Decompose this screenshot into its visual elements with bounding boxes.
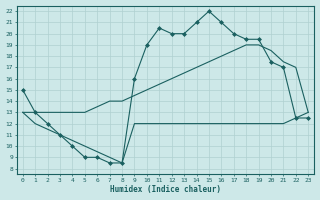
X-axis label: Humidex (Indice chaleur): Humidex (Indice chaleur): [110, 185, 221, 194]
